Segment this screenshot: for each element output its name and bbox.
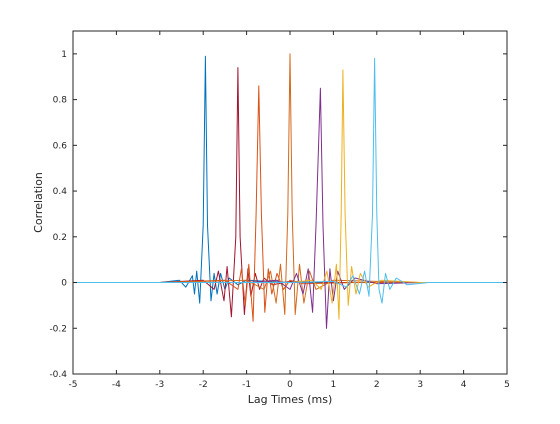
y-tick-label: 0	[61, 279, 67, 289]
x-tick-label: 3	[417, 380, 423, 390]
y-tick-label: 1	[61, 50, 67, 60]
y-tick-label: 0.4	[53, 187, 68, 197]
series-line-7	[73, 57, 507, 304]
x-tick-label: 1	[331, 380, 337, 390]
x-tick-label: 5	[504, 380, 510, 390]
x-tick-label: -2	[199, 380, 208, 390]
y-tick-label: 0.6	[53, 141, 68, 151]
x-tick-label: -5	[69, 380, 78, 390]
series-layer	[73, 53, 507, 329]
y-tick-label: 0.2	[53, 233, 67, 243]
ticks-layer: -5 -4 -3 -2 -1 0 1 2 3 4 5 -0.4 -0.2 0 0.2 0.4 0.6 0.8 1	[49, 31, 510, 390]
x-axis-label: Lag Times (ms)	[248, 393, 333, 406]
y-tick-label: -0.2	[49, 324, 67, 334]
x-tick-label: 4	[461, 380, 467, 390]
x-tick-label: -1	[242, 380, 251, 390]
x-tick-label: -4	[112, 380, 121, 390]
series-line-4	[73, 53, 507, 315]
series-line-3	[73, 85, 507, 322]
y-tick-label: -0.4	[49, 370, 67, 380]
y-tick-label: 0.8	[53, 96, 68, 106]
x-tick-label: -3	[155, 380, 164, 390]
x-tick-label: 2	[374, 380, 380, 390]
y-axis-label: Correlation	[32, 172, 45, 233]
x-tick-label: 0	[287, 380, 293, 390]
series-line-5	[73, 87, 507, 329]
